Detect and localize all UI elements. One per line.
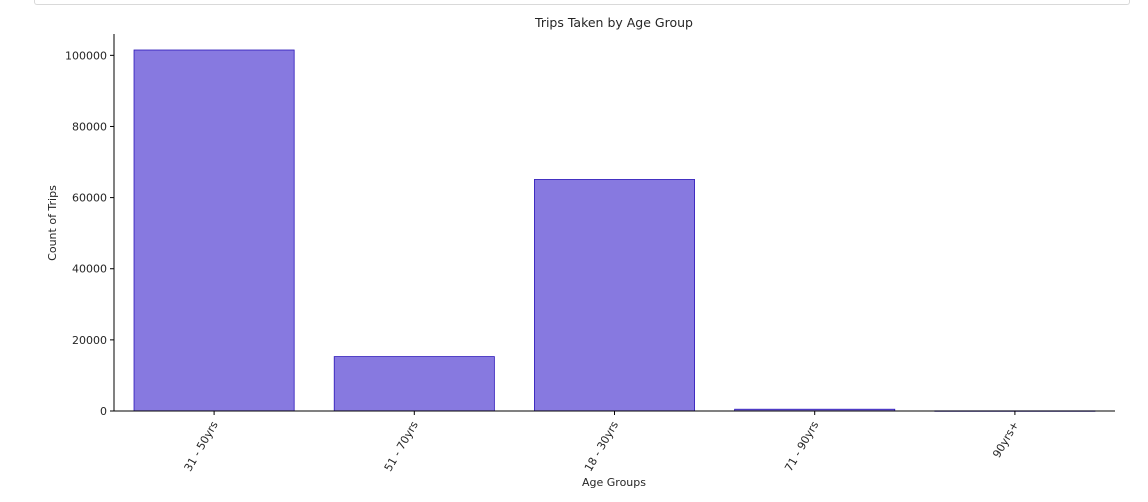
- bar-1: [333, 356, 495, 412]
- x-tick-label: 90yrs+: [990, 419, 1021, 460]
- y-axis-title: Count of Trips: [46, 185, 59, 261]
- y-tick-label: 100000: [65, 49, 107, 62]
- x-tick-label: 18 - 30yrs: [582, 419, 621, 474]
- y-tick-label: 0: [100, 405, 107, 418]
- y-tick-label: 20000: [72, 334, 107, 347]
- bars-group: [133, 49, 1096, 412]
- output-cell-frame: [34, 0, 1130, 5]
- x-tick-label: 31 - 50yrs: [182, 419, 221, 474]
- y-tick-label: 40000: [72, 263, 107, 276]
- y-axis-ticks: 0 20000 40000 60000 80000 100000: [65, 49, 114, 418]
- bar-2: [534, 179, 695, 412]
- bar-0: [133, 49, 295, 412]
- x-axis-ticks: 31 - 50yrs 51 - 70yrs 18 - 30yrs 71 - 90yrs…: [182, 411, 1021, 474]
- x-axis-title: Age Groups: [582, 476, 646, 489]
- x-tick-label: 71 - 90yrs: [782, 419, 821, 474]
- x-tick-label: 51 - 70yrs: [382, 419, 421, 474]
- y-tick-label: 60000: [72, 192, 107, 205]
- y-tick-label: 80000: [72, 120, 107, 133]
- chart-title: Trips Taken by Age Group: [534, 15, 693, 30]
